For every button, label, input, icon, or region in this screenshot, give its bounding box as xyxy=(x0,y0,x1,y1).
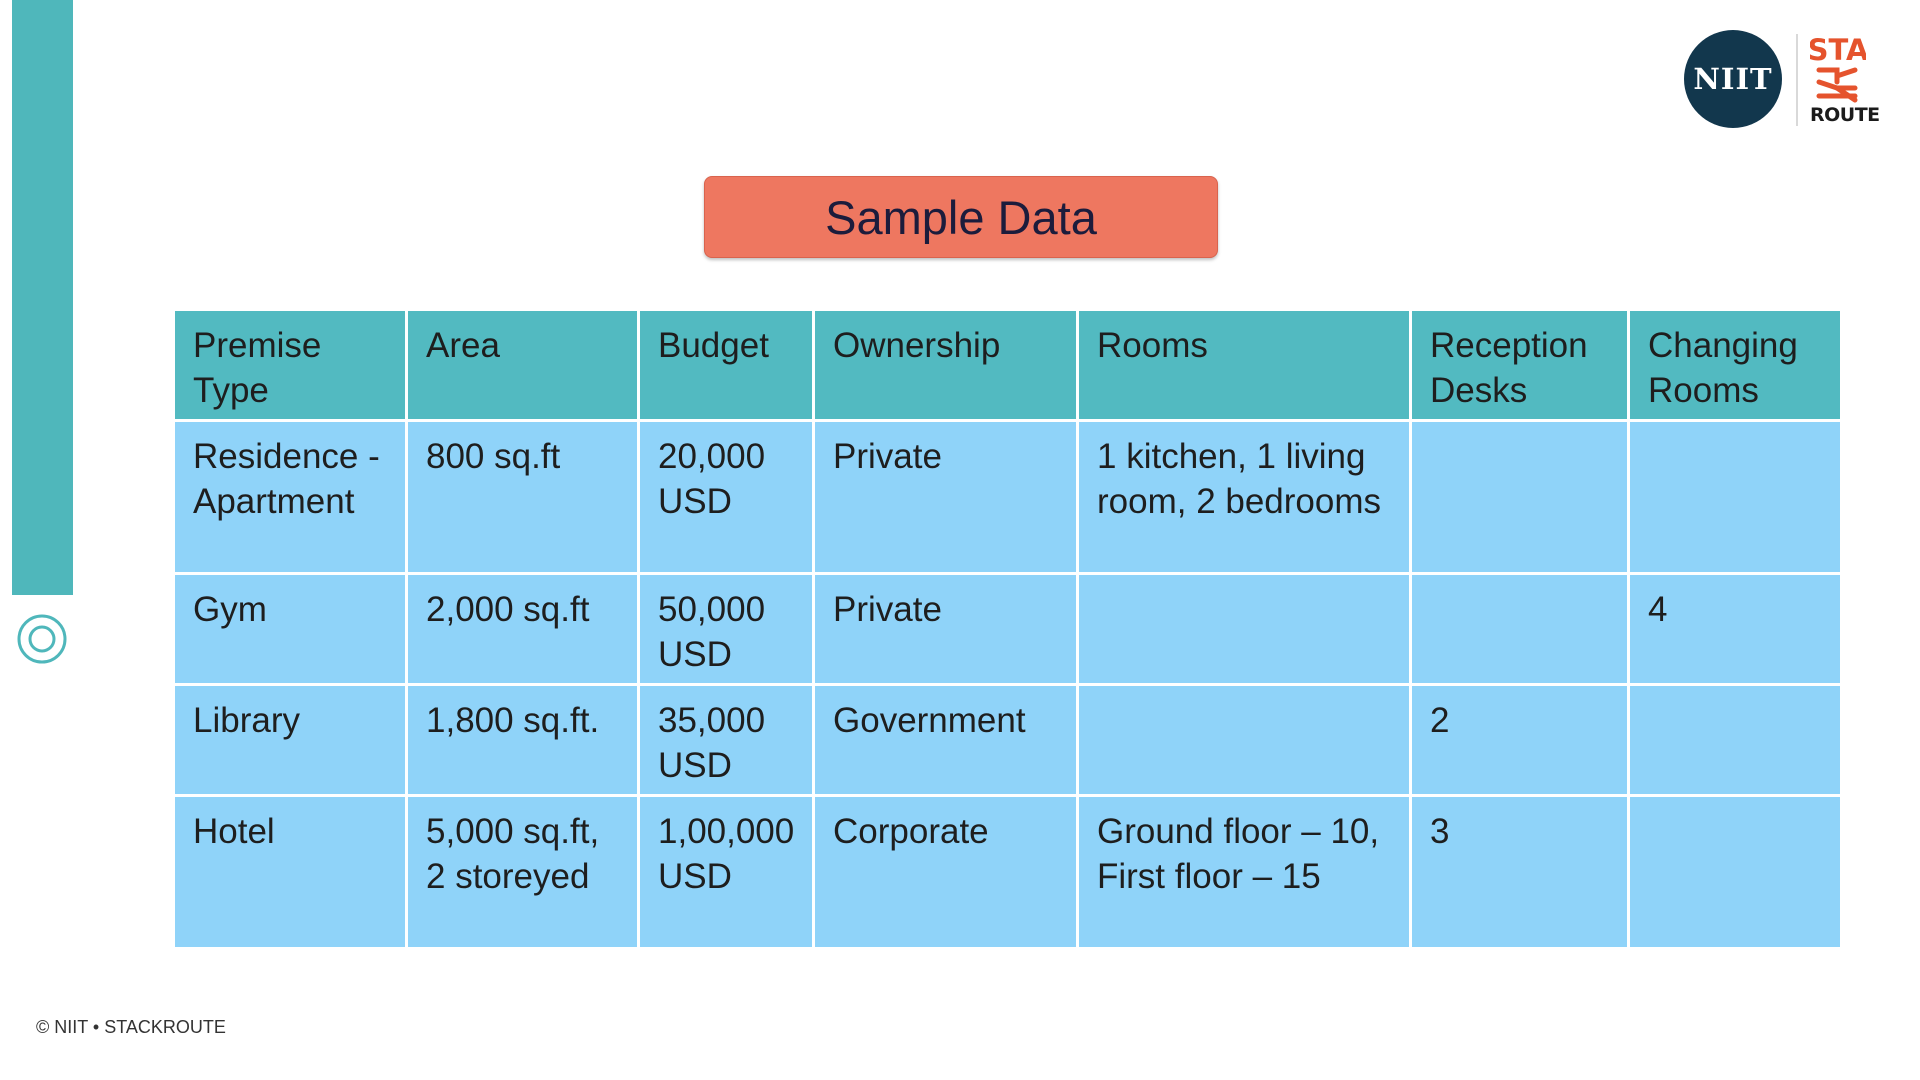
slide-title: Sample Data xyxy=(704,176,1218,258)
cell-changing-rooms xyxy=(1627,683,1843,797)
target-circle-icon xyxy=(17,614,67,664)
stackroute-top-text: STA xyxy=(1810,33,1866,67)
cell-area: 2,000 sq.ft xyxy=(405,572,640,686)
table-row: Gym 2,000 sq.ft 50,000 USD Private 4 xyxy=(172,572,1843,686)
stackroute-mark-icon: STA xyxy=(1808,33,1869,103)
cell-area: 5,000 sq.ft, 2 storeyed xyxy=(405,794,640,950)
cell-premise-type: Residence - Apartment xyxy=(172,419,408,575)
cell-ownership: Government xyxy=(812,683,1079,797)
stackroute-logo: STA ROUTE xyxy=(1808,30,1881,130)
copyright-footer: © NIIT • STACKROUTE xyxy=(36,1017,226,1037)
sample-data-table: Premise Type Area Budget Ownership Rooms… xyxy=(172,308,1843,950)
header-budget: Budget xyxy=(637,308,815,422)
cell-ownership: Private xyxy=(812,572,1079,686)
cell-changing-rooms xyxy=(1627,794,1843,950)
table-row: Hotel 5,000 sq.ft, 2 storeyed 1,00,000 U… xyxy=(172,794,1843,950)
cell-rooms xyxy=(1076,683,1412,797)
cell-budget: 50,000 USD xyxy=(637,572,815,686)
cell-budget: 35,000 USD xyxy=(637,683,815,797)
header-changing-rooms: Changing Rooms xyxy=(1627,308,1843,422)
cell-premise-type: Library xyxy=(172,683,408,797)
niit-logo: NIIT xyxy=(1684,30,1782,128)
cell-reception-desks: 2 xyxy=(1409,683,1630,797)
header-ownership: Ownership xyxy=(812,308,1079,422)
cell-rooms xyxy=(1076,572,1412,686)
cell-reception-desks xyxy=(1409,572,1630,686)
header-rooms: Rooms xyxy=(1076,308,1412,422)
cell-reception-desks: 3 xyxy=(1409,794,1630,950)
header-reception-desks: Reception Desks xyxy=(1409,308,1630,422)
cell-area: 800 sq.ft xyxy=(405,419,640,575)
cell-budget: 1,00,000 USD xyxy=(637,794,815,950)
cell-ownership: Private xyxy=(812,419,1079,575)
cell-rooms: Ground floor – 10, First floor – 15 xyxy=(1076,794,1412,950)
table-header-row: Premise Type Area Budget Ownership Rooms… xyxy=(172,308,1843,422)
cell-changing-rooms xyxy=(1627,419,1843,575)
cell-budget: 20,000 USD xyxy=(637,419,815,575)
cell-changing-rooms: 4 xyxy=(1627,572,1843,686)
accent-bar xyxy=(12,0,73,595)
left-margin xyxy=(0,0,12,1080)
brand-logos: NIIT STA ROUTE xyxy=(1684,30,1881,130)
stackroute-bottom-text: ROUTE xyxy=(1810,104,1880,126)
table-row: Library 1,800 sq.ft. 35,000 USD Governme… xyxy=(172,683,1843,797)
cell-area: 1,800 sq.ft. xyxy=(405,683,640,797)
cell-ownership: Corporate xyxy=(812,794,1079,950)
cell-reception-desks xyxy=(1409,419,1630,575)
table-row: Residence - Apartment 800 sq.ft 20,000 U… xyxy=(172,419,1843,575)
cell-premise-type: Gym xyxy=(172,572,408,686)
header-area: Area xyxy=(405,308,640,422)
logo-divider xyxy=(1796,34,1798,126)
header-premise-type: Premise Type xyxy=(172,308,408,422)
cell-premise-type: Hotel xyxy=(172,794,408,950)
cell-rooms: 1 kitchen, 1 living room, 2 bedrooms xyxy=(1076,419,1412,575)
